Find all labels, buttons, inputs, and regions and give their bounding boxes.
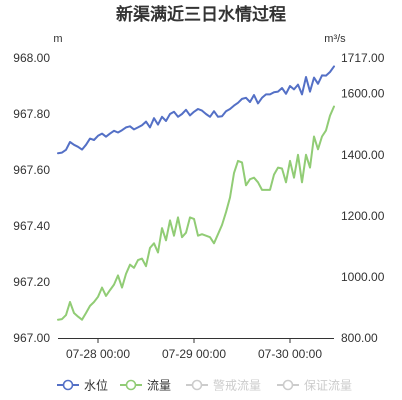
- legend-label: 流量: [147, 379, 171, 393]
- axes: 07-28 00:00 07-29 00:00 07-30 00:00 967.00 9…: [13, 51, 384, 361]
- left-tick-label: 967.00: [13, 331, 50, 345]
- legend-label: 警戒流量: [213, 378, 261, 393]
- legend-item-water-level[interactable]: 水位: [57, 378, 108, 393]
- x-tick-label: 07-30 00:00: [258, 347, 322, 361]
- left-tick-label: 967.20: [13, 275, 50, 289]
- right-tick-label: 1000.00: [341, 270, 385, 284]
- right-tick-label: 1400.00: [341, 148, 385, 162]
- legend-label: 保证流量: [304, 379, 352, 393]
- legend-item-guarantee-flow[interactable]: 保证流量: [277, 379, 352, 393]
- right-tick-label: 800.00: [341, 331, 378, 345]
- legend-item-flow[interactable]: 流量: [120, 379, 171, 393]
- right-tick-label: 1600.00: [341, 87, 385, 101]
- legend-circle-icon: [125, 379, 137, 391]
- left-tick-label: 967.80: [13, 107, 50, 121]
- right-tick-label: 1717.00: [341, 51, 385, 65]
- legend-item-warning-flow[interactable]: 警戒流量: [186, 378, 261, 393]
- legend[interactable]: 水位 流量 警戒流量 保证流量: [57, 378, 352, 393]
- x-tick-label: 07-28 00:00: [66, 347, 130, 361]
- left-tick-label: 968.00: [13, 51, 50, 65]
- legend-circle-icon: [62, 379, 74, 391]
- x-tick-label: 07-29 00:00: [162, 347, 226, 361]
- series-line-flow[interactable]: [57, 105, 335, 321]
- left-tick-label: 967.60: [13, 163, 50, 177]
- legend-circle-icon: [282, 379, 294, 391]
- left-tick-label: 967.40: [13, 219, 50, 233]
- left-axis-unit: m: [53, 33, 62, 45]
- legend-circle-icon: [191, 379, 203, 391]
- series-line-water-level[interactable]: [57, 65, 335, 155]
- right-tick-label: 1200.00: [341, 209, 385, 223]
- legend-label: 水位: [84, 378, 108, 393]
- right-axis-unit: m³/s: [324, 33, 346, 45]
- series-lines: [57, 65, 335, 321]
- chart-title: 新渠满近三日水情过程: [116, 4, 286, 25]
